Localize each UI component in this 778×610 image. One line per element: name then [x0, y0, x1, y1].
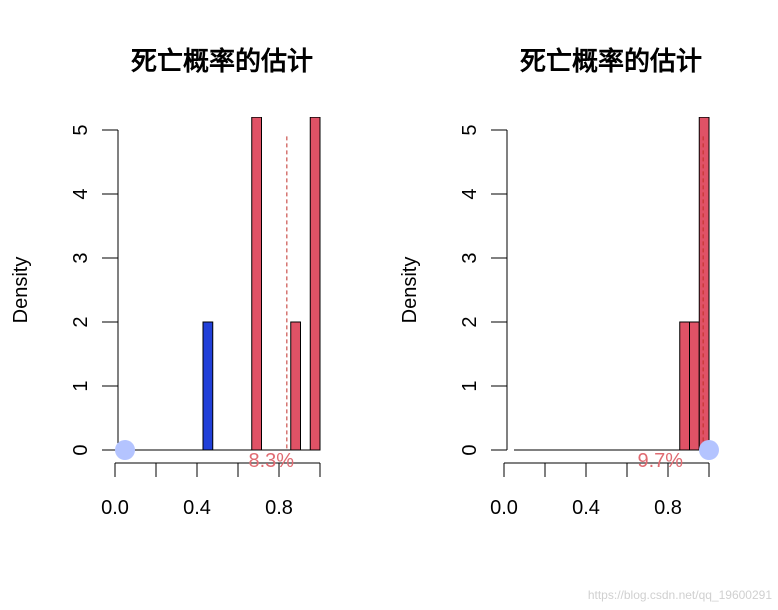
- histogram-bar: [679, 321, 690, 451]
- histogram-bar: [689, 321, 700, 451]
- x-tick-label: 0.0: [101, 497, 129, 519]
- y-tick-label: 2: [70, 316, 92, 327]
- histogram-bar: [309, 117, 321, 451]
- chart-panel-1: 死亡概率的估计 Density 0 1 2 3 4 5 0.0 0.4 0.8 8.3%: [10, 46, 321, 519]
- chart-panel-2: 死亡概率的估计 Density 0 1 2 3 4 5 0.0 0.4 0.8 9.7%: [399, 46, 719, 519]
- y-tick-label: 5: [70, 124, 92, 135]
- y-tick-label: 1: [70, 380, 92, 391]
- y-tick-label: 1: [459, 380, 481, 391]
- histogram-bar: [202, 321, 214, 451]
- y-tick-label: 0: [70, 444, 92, 455]
- chart-title: 死亡概率的估计: [131, 46, 313, 77]
- y-tick-label: 5: [459, 124, 481, 135]
- y-axis-label: Density: [10, 257, 32, 324]
- x-tick-label: 0.0: [490, 497, 518, 519]
- histogram-bar: [290, 321, 301, 451]
- y-tick-label: 0: [459, 444, 481, 455]
- x-tick-label: 0.4: [183, 497, 211, 519]
- y-axis-label: Density: [399, 257, 421, 324]
- y-tick-label: 2: [459, 316, 481, 327]
- x-tick-label: 0.8: [654, 497, 682, 519]
- chart-title: 死亡概率的估计: [520, 46, 702, 77]
- histogram-bar: [698, 117, 710, 451]
- percentage-annotation: 9.7%: [637, 450, 683, 472]
- bars-group: [202, 117, 321, 451]
- watermark: https://blog.csdn.net/qq_19600291: [587, 588, 772, 602]
- y-tick-label: 3: [70, 252, 92, 263]
- bars-group: [679, 117, 710, 451]
- x-tick-label: 0.4: [572, 497, 600, 519]
- percentage-annotation: 8.3%: [248, 450, 294, 472]
- observed-point-marker: [699, 440, 719, 460]
- y-tick-label: 3: [459, 252, 481, 263]
- x-tick-label: 0.8: [265, 497, 293, 519]
- y-tick-label: 4: [70, 188, 92, 199]
- observed-point-marker: [115, 440, 135, 460]
- y-tick-label: 4: [459, 188, 481, 199]
- histogram-bar: [251, 117, 262, 451]
